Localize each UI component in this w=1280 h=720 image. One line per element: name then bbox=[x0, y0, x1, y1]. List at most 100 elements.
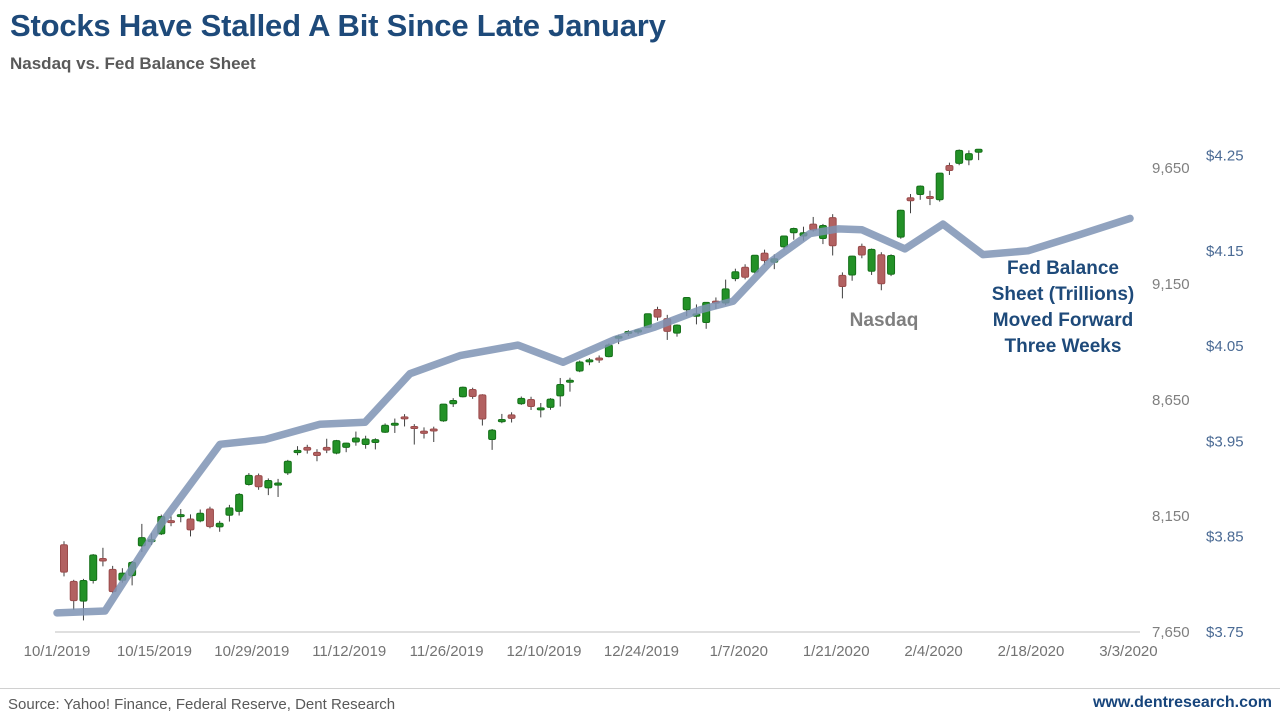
candle-body-up bbox=[361, 438, 370, 446]
candle-body-up bbox=[449, 399, 458, 405]
x-axis-label: 1/7/2020 bbox=[710, 643, 768, 660]
fed-annotation-line-4: Three Weeks bbox=[1004, 336, 1122, 357]
candle-body-up bbox=[293, 449, 302, 454]
x-axis-label: 11/26/2019 bbox=[410, 643, 484, 660]
candle-body-up bbox=[332, 440, 341, 454]
x-axis-label: 12/10/2019 bbox=[506, 643, 581, 660]
candlestick bbox=[556, 377, 565, 407]
candlestick bbox=[848, 255, 857, 281]
candlestick bbox=[945, 162, 954, 175]
candlestick bbox=[517, 396, 526, 405]
candlestick bbox=[935, 172, 944, 202]
candle-body-up bbox=[536, 407, 545, 411]
source-credit: Source: Yahoo! Finance, Federal Reserve,… bbox=[8, 696, 396, 713]
candlestick bbox=[896, 209, 905, 239]
candle-body-down bbox=[400, 416, 409, 420]
candle-body-down bbox=[167, 520, 176, 524]
candlestick bbox=[332, 439, 341, 455]
candle-body-down bbox=[653, 309, 662, 318]
candle-body-up bbox=[517, 397, 526, 405]
candlestick bbox=[205, 506, 214, 529]
x-axis-label: 3/3/2020 bbox=[1099, 643, 1157, 660]
candlestick bbox=[527, 396, 536, 410]
candle-body-up bbox=[731, 271, 740, 280]
candlestick bbox=[585, 358, 594, 366]
candlestick bbox=[828, 214, 837, 256]
candlestick bbox=[420, 427, 429, 439]
candle-body-up bbox=[283, 460, 292, 474]
candle-body-up bbox=[244, 474, 253, 485]
candle-body-down bbox=[838, 274, 847, 288]
candle-body-up bbox=[556, 383, 565, 397]
candlestick bbox=[235, 493, 244, 516]
candlestick bbox=[964, 150, 973, 166]
candlestick bbox=[108, 565, 117, 594]
candlestick bbox=[439, 403, 448, 422]
candle-body-down bbox=[468, 389, 477, 398]
candlestick bbox=[400, 414, 409, 427]
candlestick bbox=[789, 227, 798, 240]
candle-body-up bbox=[458, 386, 467, 398]
candle-body-down bbox=[925, 196, 934, 200]
fed-axis-label: $3.95 bbox=[1206, 433, 1244, 450]
candlestick bbox=[780, 235, 789, 250]
candlestick bbox=[98, 547, 107, 567]
candlestick bbox=[916, 185, 925, 200]
candle-body-down bbox=[186, 518, 195, 531]
candle-body-up bbox=[264, 480, 273, 489]
candlestick bbox=[371, 438, 380, 450]
page-title: Stocks Have Stalled A Bit Since Late Jan… bbox=[10, 8, 666, 43]
candlestick bbox=[283, 459, 292, 475]
chart-subtitle: Nasdaq vs. Fed Balance Sheet bbox=[10, 54, 256, 73]
candlestick bbox=[857, 243, 866, 259]
fed-annotation-line-2: Sheet (Trillions) bbox=[991, 284, 1135, 305]
x-axis-label: 11/12/2019 bbox=[312, 643, 386, 660]
candle-body-down bbox=[322, 446, 331, 451]
candlestick bbox=[458, 386, 467, 398]
website-link[interactable]: www.dentresearch.com bbox=[1092, 694, 1272, 711]
nasdaq-axis-label: 8,150 bbox=[1152, 508, 1190, 525]
candlestick bbox=[196, 509, 205, 523]
candlestick bbox=[293, 446, 302, 456]
candlestick bbox=[342, 442, 351, 453]
candle-body-up bbox=[546, 398, 555, 408]
candlestick bbox=[410, 424, 419, 445]
fed-axis-label: $4.25 bbox=[1206, 148, 1244, 165]
candle-body-down bbox=[945, 164, 954, 172]
footer-divider bbox=[0, 688, 1280, 689]
candle-body-down bbox=[312, 451, 321, 456]
candle-body-up bbox=[215, 522, 224, 528]
fed-annotation-line-1: Fed Balance bbox=[1007, 258, 1119, 279]
candle-body-up bbox=[964, 153, 973, 161]
candle-body-up bbox=[585, 359, 594, 363]
candle-body-down bbox=[857, 245, 866, 256]
candlestick bbox=[186, 514, 195, 537]
candlestick bbox=[449, 398, 458, 407]
candle-body-up bbox=[887, 254, 896, 275]
fed-balance-sheet-annotation: Fed Balance Sheet (Trillions) Moved Forw… bbox=[963, 256, 1163, 360]
x-axis-label: 2/4/2020 bbox=[904, 643, 962, 660]
candle-body-down bbox=[205, 508, 214, 528]
candlestick bbox=[741, 264, 750, 280]
candlestick bbox=[215, 520, 224, 532]
candlestick bbox=[672, 324, 681, 337]
candlestick bbox=[653, 306, 662, 321]
candle-body-up bbox=[274, 482, 283, 486]
candle-body-up bbox=[780, 235, 789, 248]
candlestick bbox=[682, 296, 691, 317]
fed-axis-label: $4.15 bbox=[1206, 243, 1244, 260]
candlestick bbox=[60, 541, 68, 577]
candle-body-up bbox=[916, 185, 925, 195]
candle-body-down bbox=[98, 557, 107, 562]
candle-body-up bbox=[79, 579, 88, 602]
x-axis-label: 1/21/2020 bbox=[803, 643, 870, 660]
candle-body-down bbox=[478, 394, 487, 420]
candle-body-up bbox=[789, 228, 798, 234]
nasdaq-series-label: Nasdaq bbox=[849, 310, 919, 331]
candlestick bbox=[536, 403, 545, 418]
candlestick bbox=[264, 478, 273, 496]
nasdaq-axis-label: 8,650 bbox=[1152, 392, 1190, 409]
candlestick bbox=[488, 429, 497, 450]
nasdaq-axis-label: 7,650 bbox=[1152, 624, 1190, 641]
